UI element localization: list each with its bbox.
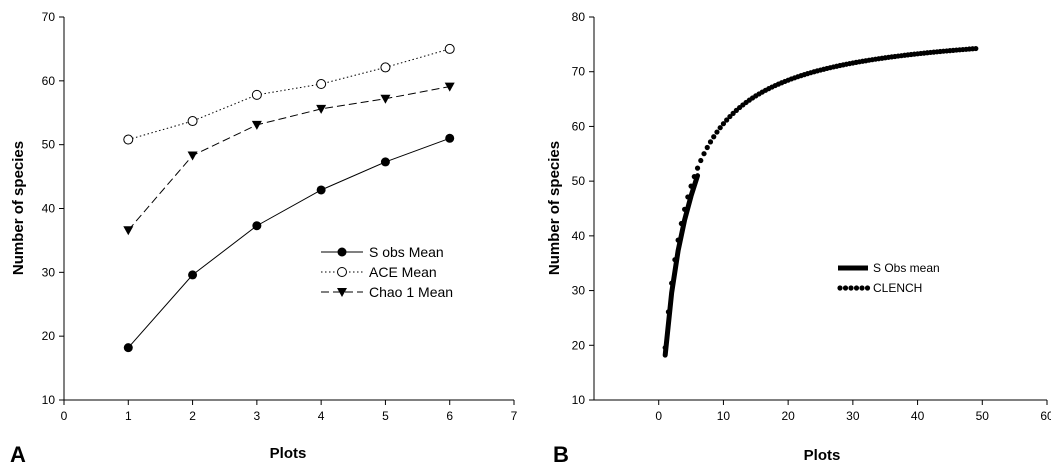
chart-b-y-tick-label: 80 bbox=[572, 10, 586, 24]
chart-a-y-tick-label: 60 bbox=[42, 74, 56, 88]
chart-b-legend-dot bbox=[842, 285, 849, 291]
chart-a-series-line bbox=[127, 137, 450, 348]
chart-b-clench-point bbox=[711, 134, 717, 140]
chart-b-legend-dot bbox=[864, 285, 871, 291]
chart-b-legend-label: S Obs mean bbox=[873, 261, 940, 275]
chart-a-data-point bbox=[123, 134, 134, 145]
chart-b-sobs-line bbox=[662, 173, 701, 358]
chart-a-x-tick-label: 2 bbox=[189, 409, 196, 423]
chart-a-data-point bbox=[444, 43, 455, 54]
chart-b-clench-point bbox=[694, 165, 701, 171]
chart-a-data-point bbox=[316, 79, 327, 90]
chart-b-legend-dot bbox=[837, 285, 843, 291]
chart-a-data-point bbox=[380, 94, 391, 104]
chart-a-legend-label: S obs Mean bbox=[369, 244, 444, 260]
chart-a-data-point bbox=[187, 116, 198, 127]
chart-b-clench-point bbox=[727, 113, 733, 120]
chart-b-x-tick-label: 10 bbox=[717, 409, 731, 423]
chart-a-plot-area: 0 1 2 3 4 5 6 7 10 20 30 40 50 60 70 bbox=[42, 10, 518, 423]
chart-a-y-tick-label: 20 bbox=[42, 329, 56, 343]
chart-a-legend-marker bbox=[337, 247, 347, 257]
chart-b-clench-point bbox=[698, 157, 704, 164]
chart-a-y-axis-title: Number of species bbox=[10, 141, 27, 275]
chart-a-data-point bbox=[123, 226, 134, 236]
chart-a-legend-marker bbox=[337, 267, 347, 277]
chart-b-x-tick-label: 60 bbox=[1040, 409, 1051, 423]
chart-b-clench-point bbox=[701, 151, 707, 157]
chart-b-clench-point bbox=[717, 125, 723, 131]
chart-a-x-tick-label: 7 bbox=[511, 409, 518, 423]
chart-a-x-tick-label: 4 bbox=[318, 409, 325, 423]
chart-a-data-point bbox=[316, 104, 327, 114]
chart-a-panel-label: A bbox=[10, 442, 26, 464]
chart-a-x-tick-label: 0 bbox=[61, 409, 68, 423]
chart-a-data-point bbox=[123, 343, 133, 353]
chart-a-data-point bbox=[251, 89, 262, 100]
chart-b-y-tick-label: 50 bbox=[572, 174, 586, 188]
chart-b-x-tick-label: 0 bbox=[655, 409, 662, 423]
chart-a-data-point bbox=[444, 82, 455, 92]
chart-b-clench-point bbox=[720, 121, 727, 127]
chart-b-clench-point bbox=[704, 144, 710, 151]
chart-a-y-tick-label: 50 bbox=[42, 138, 56, 152]
chart-a-data-point bbox=[252, 221, 262, 231]
chart-b-x-tick-label: 40 bbox=[911, 409, 925, 423]
chart-b-y-tick-label: 40 bbox=[572, 229, 586, 243]
chart-b-y-tick-label: 30 bbox=[572, 284, 586, 298]
chart-b-y-tick-label: 60 bbox=[572, 119, 586, 133]
chart-b-clench-point bbox=[707, 139, 714, 145]
chart-b-y-tick-label: 70 bbox=[572, 65, 586, 79]
chart-b-plot-area: 0 10 20 30 40 50 60 10 20 30 40 50 60 70 80 bbox=[572, 10, 1051, 423]
chart-a-data-point bbox=[187, 151, 198, 161]
chart-a-data-point bbox=[316, 185, 326, 195]
chart-a-y-tick-label: 70 bbox=[42, 10, 56, 24]
chart-b-legend-dot bbox=[859, 285, 865, 291]
chart-panel-a: 0 1 2 3 4 5 6 7 10 20 30 40 50 60 70 S obs Mean ACE Mea… bbox=[10, 10, 518, 464]
chart-panel-b: 0 10 20 30 40 50 60 10 20 30 40 50 60 70 80 S Obs mean… bbox=[546, 10, 1051, 464]
chart-b-x-tick-label: 30 bbox=[846, 409, 860, 423]
chart-a-data-point bbox=[445, 133, 455, 143]
chart-a-data-point bbox=[188, 270, 198, 280]
chart-a-x-tick-label: 3 bbox=[254, 409, 261, 423]
chart-a-legend-label: ACE Mean bbox=[369, 264, 437, 280]
chart-b-clench-point bbox=[973, 45, 979, 52]
chart-a-series-line bbox=[127, 86, 450, 231]
chart-b-legend-dot bbox=[848, 285, 854, 291]
chart-a-legend-label: Chao 1 Mean bbox=[369, 284, 453, 300]
chart-a-y-tick-label: 40 bbox=[42, 202, 56, 216]
chart-a-data-point bbox=[380, 62, 391, 73]
chart-b-clench-point bbox=[714, 129, 720, 135]
chart-a-x-axis-title: Plots bbox=[270, 445, 307, 462]
chart-b-y-axis-title: Number of species bbox=[546, 141, 563, 275]
chart-b-legend-label: CLENCH bbox=[873, 281, 922, 295]
chart-a-x-tick-label: 5 bbox=[382, 409, 389, 423]
chart-a-y-tick-label: 10 bbox=[42, 393, 56, 407]
chart-b-x-axis-title: Plots bbox=[804, 447, 841, 464]
chart-b-y-tick-label: 10 bbox=[572, 393, 586, 407]
chart-b-clench-point bbox=[724, 117, 730, 123]
chart-b-legend-dot bbox=[853, 285, 860, 291]
chart-b-panel-label: B bbox=[553, 442, 569, 464]
chart-a-data-point bbox=[380, 157, 390, 167]
chart-b-x-tick-label: 20 bbox=[781, 409, 795, 423]
chart-a-x-tick-label: 1 bbox=[125, 409, 132, 423]
chart-b-y-tick-label: 20 bbox=[572, 338, 586, 352]
chart-b-x-tick-label: 50 bbox=[976, 409, 990, 423]
chart-a-legend-marker bbox=[337, 288, 347, 297]
chart-a-y-tick-label: 30 bbox=[42, 265, 56, 279]
chart-b-legend: S Obs mean CLENCH bbox=[837, 261, 940, 295]
chart-a-data-point bbox=[251, 120, 262, 130]
chart-a-x-tick-label: 6 bbox=[446, 409, 453, 423]
chart-a-series-line bbox=[128, 48, 450, 141]
chart-a-legend: S obs Mean ACE Mean Chao 1 Mean bbox=[321, 244, 453, 300]
